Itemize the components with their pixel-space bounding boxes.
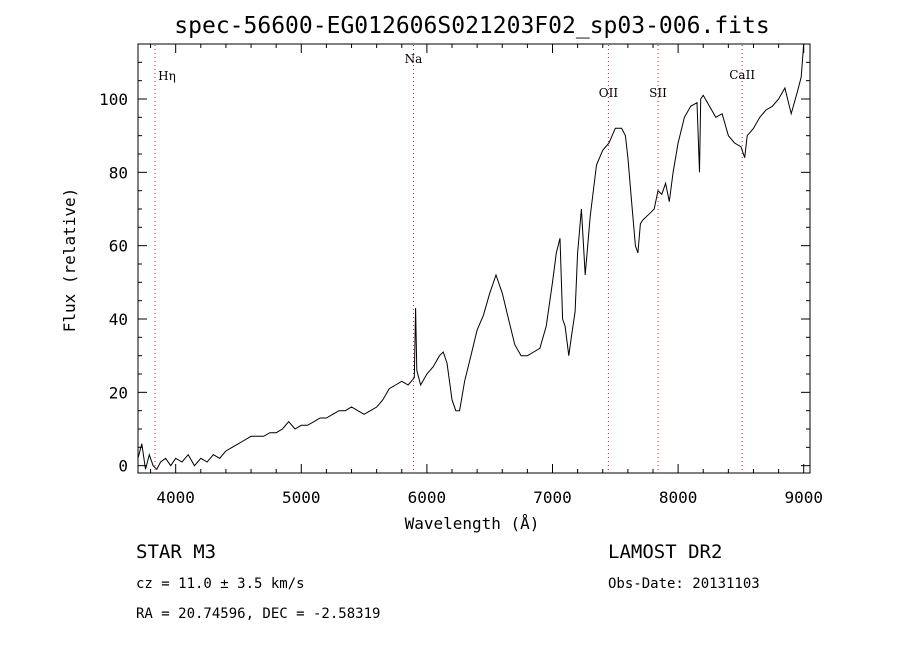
line-marker-label: SII xyxy=(649,86,667,100)
y-tick-label: 100 xyxy=(99,90,128,109)
y-tick-label: 40 xyxy=(109,310,128,329)
x-tick-label: 5000 xyxy=(282,488,321,507)
plot-frame xyxy=(137,43,811,474)
x-tick-label: 9000 xyxy=(784,488,823,507)
observation-date: Obs-Date: 20131103 xyxy=(608,576,760,592)
y-tick-label: 60 xyxy=(109,237,128,256)
redshift-cz: cz = 11.0 ± 3.5 km/s xyxy=(136,576,305,592)
line-marker-label: Na xyxy=(405,52,423,66)
y-axis-label: Flux (relative) xyxy=(60,188,79,333)
x-tick-label: 7000 xyxy=(533,488,572,507)
line-marker-label: CaII xyxy=(729,68,755,82)
ra-dec-coordinates: RA = 20.74596, DEC = -2.58319 xyxy=(136,606,381,622)
axis-tick-labels: 4000 5000 6000 7000 8000 9000 0 20 40 60 80 100 xyxy=(99,90,823,507)
x-tick-label: 8000 xyxy=(659,488,698,507)
line-marker-label: OII xyxy=(599,86,619,100)
survey-label: LAMOST DR2 xyxy=(608,541,723,563)
y-tick-label: 0 xyxy=(118,457,128,476)
axis-ticks xyxy=(138,44,810,473)
chart-title: spec-56600-EG012606S021203F02_sp03-006.f… xyxy=(174,13,769,39)
object-type: STAR M3 xyxy=(136,541,217,563)
y-tick-label: 20 xyxy=(109,383,128,402)
x-tick-label: 6000 xyxy=(408,488,447,507)
spectrum-line xyxy=(137,43,805,471)
x-tick-label: 4000 xyxy=(156,488,195,507)
x-axis-label: Wavelength (Å) xyxy=(405,514,540,533)
y-tick-label: 80 xyxy=(109,163,128,182)
line-marker-label: Hη xyxy=(158,69,176,83)
emission-line-markers: Hη Na OII SII CaII xyxy=(154,45,755,472)
